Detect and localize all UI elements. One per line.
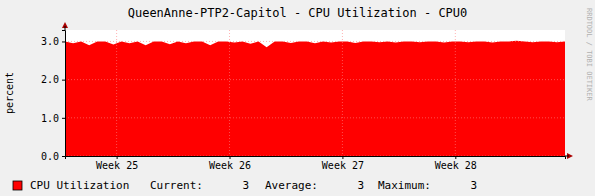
stat-label: Maximum:: [378, 179, 431, 192]
x-tick: Week 25: [96, 156, 138, 171]
stat-label: Current:: [150, 179, 203, 192]
grid: [65, 30, 565, 156]
grid-line-y: [65, 41, 565, 42]
x-axis-line: [66, 157, 566, 160]
x-tick-mark: [117, 156, 118, 159]
grid-line-y: [65, 79, 565, 80]
y-tick-mark: [62, 118, 65, 119]
y-tick: 2.0: [41, 74, 65, 85]
stat-value: 3: [470, 179, 477, 192]
y-tick-label: 1.0: [41, 113, 59, 124]
stat-label: Average:: [265, 179, 318, 192]
y-arrow-stem: [65, 26, 66, 30]
x-tick-mark: [455, 156, 456, 159]
grid-line-x: [229, 30, 230, 156]
y-axis: 0.0 1.0 2.0 3.0: [41, 31, 66, 162]
watermark: RRDTOOL / TOBI OETIKER: [585, 8, 593, 102]
x-tick-mark: [342, 156, 343, 159]
x-tick: Week 27: [322, 156, 364, 171]
title: QueenAnne-PTP2-Capitol - CPU Utilization…: [128, 6, 468, 20]
y-tick-label: 0.0: [41, 151, 59, 162]
y-tick-label: 2.0: [41, 74, 59, 85]
x-axis: Week 25 Week 26 Week 27 Week 28: [66, 156, 566, 171]
background: [0, 0, 595, 196]
y-tick-label: 3.0: [41, 36, 59, 47]
legend: CPU Utilization Current: 3 Average: 3 Maximum…: [13, 179, 477, 192]
cpu-area: [65, 41, 565, 156]
y-tick-mark: [62, 80, 65, 81]
x-tick-label: Week 25: [96, 160, 138, 171]
grid-line-x: [455, 30, 456, 156]
plot-area: [65, 41, 565, 156]
x-tick: Week 26: [209, 156, 251, 171]
stat-value: 3: [357, 179, 364, 192]
legend-swatch: [13, 181, 22, 190]
y-axis-title: percent: [4, 72, 15, 114]
legend-label: CPU Utilization: [30, 179, 129, 192]
y-axis-line: [62, 31, 66, 157]
y-tick: 1.0: [41, 113, 65, 124]
y-tick-mark: [62, 41, 65, 42]
grid-line-x: [116, 30, 117, 156]
grid-line-y: [65, 117, 565, 118]
y-tick: 0.0: [41, 151, 65, 162]
x-arrow-stem: [565, 156, 569, 157]
y-tick: 3.0: [41, 36, 65, 47]
plot-background: [65, 30, 565, 156]
x-tick-mark: [230, 156, 231, 159]
x-tick-label: Week 26: [209, 160, 251, 171]
chart: 0.0 1.0 2.0 3.0 Week 25 Week 26 Week 27 Week 28…: [0, 0, 595, 196]
grid-line-x: [342, 30, 343, 156]
x-tick-label: Week 27: [322, 160, 364, 171]
x-tick: Week 28: [435, 156, 477, 171]
y-tick-mark: [62, 156, 65, 157]
stat-value: 3: [242, 179, 249, 192]
x-tick-label: Week 28: [435, 160, 477, 171]
